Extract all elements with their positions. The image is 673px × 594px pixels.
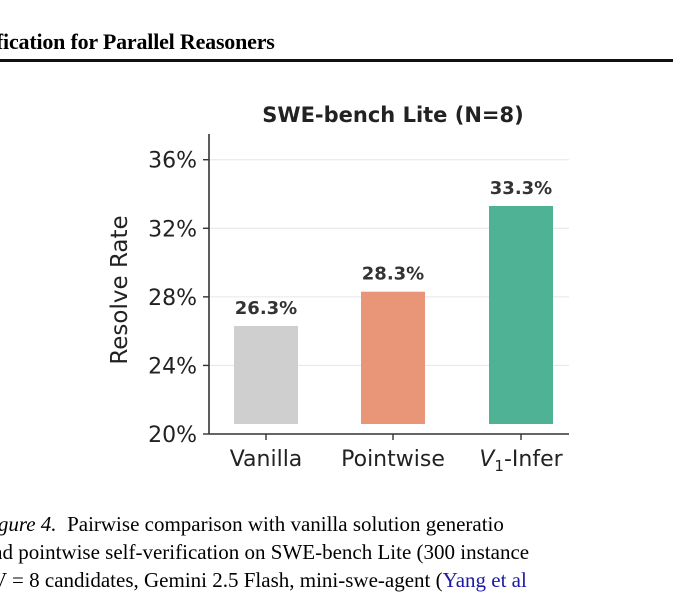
bar-layer: [234, 206, 553, 424]
caption-citation-link[interactable]: Yang et al: [442, 568, 527, 592]
running-header: ification for Parallel Reasoners: [0, 29, 275, 54]
chart-title: SWE-bench Lite (N=8): [262, 103, 523, 127]
bar-vanilla: [234, 326, 298, 424]
y-axis-label: Resolve Rate: [107, 215, 133, 364]
caption-line-2: nd pointwise self-verification on SWE-be…: [0, 540, 530, 564]
bar-chart: SWE-bench Lite (N=8) Resolve Rate 20% 24% 28…: [107, 103, 569, 475]
label-layer: SWE-bench Lite (N=8) Resolve Rate 20% 24% 28…: [107, 103, 564, 475]
bar-pointwise: [361, 291, 425, 424]
y-tick-label: 24%: [148, 354, 197, 379]
value-label: 28.3%: [362, 264, 424, 285]
x-tick-label: Pointwise: [341, 447, 445, 472]
value-label: 26.3%: [235, 298, 297, 319]
y-tick-label: 36%: [148, 149, 197, 174]
caption-line-3: V = 8 candidates, Gemini 2.5 Flash, mini…: [0, 566, 673, 594]
y-tick-label: 20%: [148, 423, 197, 448]
y-tick-label: 28%: [148, 286, 197, 311]
caption-text-3: V = 8 candidates, Gemini 2.5 Flash, mini…: [0, 568, 443, 592]
caption-figure-label: igure 4.: [0, 512, 57, 536]
caption-text-1: Pairwise comparison with vanilla solutio…: [67, 512, 504, 536]
x-tick-label: V1-Infer: [479, 447, 563, 475]
value-label: 33.3%: [490, 178, 552, 199]
x-tick-label: Vanilla: [230, 447, 303, 472]
axis-layer: [203, 134, 569, 440]
bar-v1-infer: [489, 206, 553, 424]
figure-caption: igure 4. Pairwise comparison with vanill…: [0, 510, 673, 594]
header-rule: [0, 59, 673, 62]
caption-line-1: igure 4. Pairwise comparison with vanill…: [0, 510, 673, 538]
y-tick-label: 32%: [148, 217, 197, 242]
